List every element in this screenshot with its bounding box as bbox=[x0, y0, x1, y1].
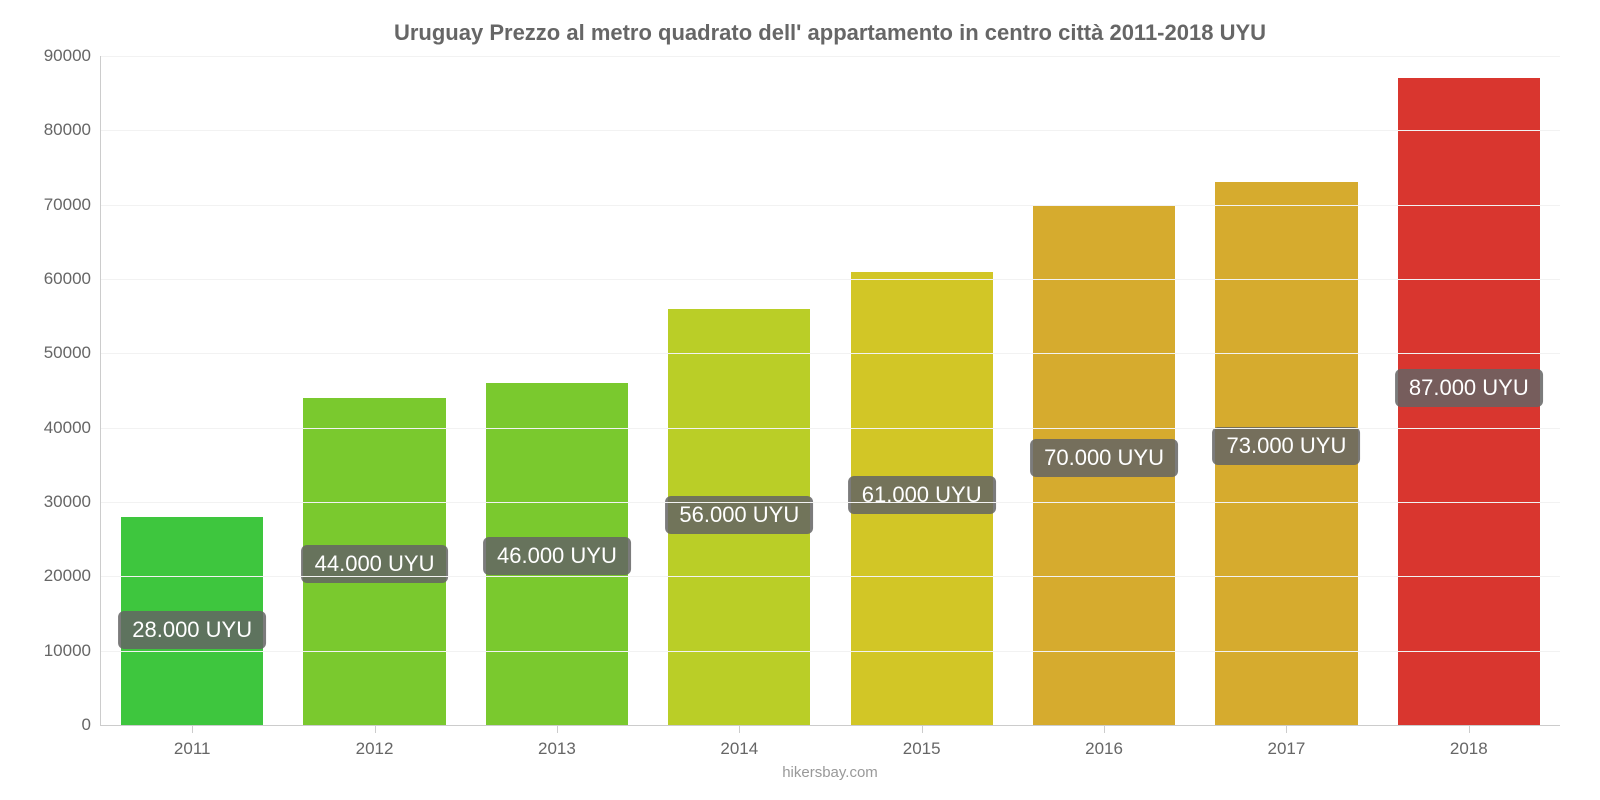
bar[interactable]: 44.000 UYU bbox=[303, 398, 445, 725]
bar-slot: 46.000 UYU2013 bbox=[466, 56, 648, 725]
value-tooltip: 73.000 UYU bbox=[1213, 427, 1361, 465]
gridline bbox=[101, 502, 1560, 503]
bar[interactable]: 87.000 UYU bbox=[1398, 78, 1540, 725]
xtick-label: 2011 bbox=[174, 725, 211, 759]
value-tooltip: 28.000 UYU bbox=[118, 611, 266, 649]
plot-area: 28.000 UYU201144.000 UYU201246.000 UYU20… bbox=[100, 56, 1560, 726]
ytick-label: 70000 bbox=[44, 195, 101, 215]
chart-title: Uruguay Prezzo al metro quadrato dell' a… bbox=[100, 20, 1560, 46]
gridline bbox=[101, 205, 1560, 206]
bar[interactable]: 46.000 UYU bbox=[486, 383, 628, 725]
xtick-label: 2015 bbox=[903, 725, 941, 759]
ytick-label: 30000 bbox=[44, 492, 101, 512]
bar[interactable]: 70.000 UYU bbox=[1033, 205, 1175, 725]
value-tooltip: 61.000 UYU bbox=[848, 476, 996, 514]
gridline bbox=[101, 651, 1560, 652]
gridline bbox=[101, 428, 1560, 429]
ytick-label: 60000 bbox=[44, 269, 101, 289]
gridline bbox=[101, 56, 1560, 57]
ytick-label: 90000 bbox=[44, 46, 101, 66]
xtick-label: 2016 bbox=[1085, 725, 1123, 759]
xtick-label: 2018 bbox=[1450, 725, 1488, 759]
ytick-label: 50000 bbox=[44, 343, 101, 363]
ytick-label: 40000 bbox=[44, 418, 101, 438]
ytick-label: 0 bbox=[82, 715, 101, 735]
ytick-label: 20000 bbox=[44, 566, 101, 586]
bar[interactable]: 28.000 UYU bbox=[121, 517, 263, 725]
xtick-label: 2014 bbox=[720, 725, 758, 759]
bar-slot: 73.000 UYU2017 bbox=[1195, 56, 1377, 725]
ytick-label: 10000 bbox=[44, 641, 101, 661]
xtick-label: 2013 bbox=[538, 725, 576, 759]
bar-slot: 28.000 UYU2011 bbox=[101, 56, 283, 725]
bar-slot: 56.000 UYU2014 bbox=[648, 56, 830, 725]
ytick-label: 80000 bbox=[44, 120, 101, 140]
bar[interactable]: 61.000 UYU bbox=[851, 272, 993, 725]
chart-footer: hikersbay.com bbox=[100, 764, 1560, 781]
gridline bbox=[101, 353, 1560, 354]
value-tooltip: 87.000 UYU bbox=[1395, 369, 1543, 407]
value-tooltip: 46.000 UYU bbox=[483, 537, 631, 575]
bars-layer: 28.000 UYU201144.000 UYU201246.000 UYU20… bbox=[101, 56, 1560, 725]
gridline bbox=[101, 130, 1560, 131]
gridline bbox=[101, 576, 1560, 577]
bar-slot: 61.000 UYU2015 bbox=[831, 56, 1013, 725]
gridline bbox=[101, 279, 1560, 280]
xtick-label: 2012 bbox=[356, 725, 394, 759]
bar-slot: 70.000 UYU2016 bbox=[1013, 56, 1195, 725]
value-tooltip: 44.000 UYU bbox=[301, 545, 449, 583]
bar[interactable]: 56.000 UYU bbox=[668, 309, 810, 725]
bar[interactable]: 73.000 UYU bbox=[1215, 182, 1357, 725]
value-tooltip: 70.000 UYU bbox=[1030, 439, 1178, 477]
xtick-label: 2017 bbox=[1268, 725, 1306, 759]
chart-container: Uruguay Prezzo al metro quadrato dell' a… bbox=[0, 0, 1600, 800]
bar-slot: 44.000 UYU2012 bbox=[283, 56, 465, 725]
bar-slot: 87.000 UYU2018 bbox=[1378, 56, 1560, 725]
